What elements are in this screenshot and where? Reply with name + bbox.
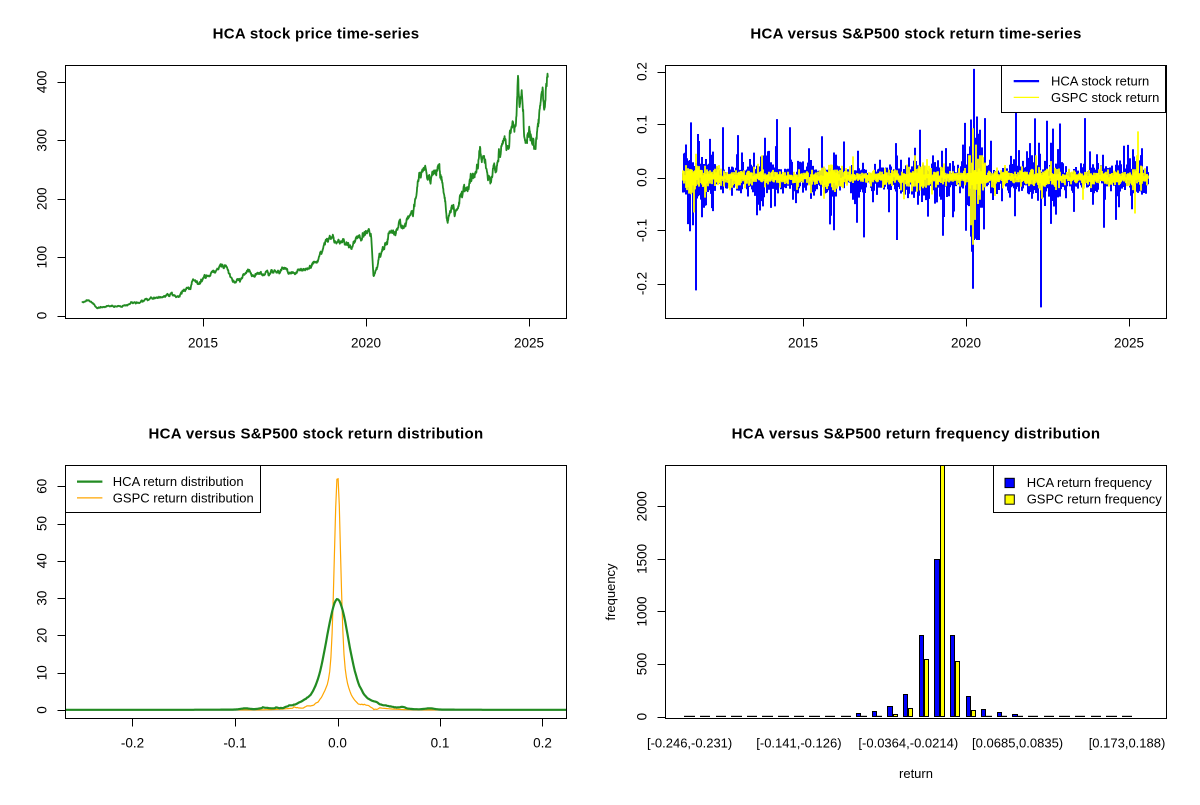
svg-text:-0.1: -0.1 [223,736,246,751]
svg-text:[0.0685,0.0835): [0.0685,0.0835) [972,736,1063,751]
svg-text:GSPC stock return: GSPC stock return [1051,90,1159,105]
svg-text:HCA stock return: HCA stock return [1051,74,1149,89]
svg-text:0.1: 0.1 [635,115,650,134]
svg-text:HCA versus S&P500 stock return: HCA versus S&P500 stock return distribut… [149,426,484,443]
svg-text:2025: 2025 [514,336,544,351]
svg-text:0.0: 0.0 [635,168,650,187]
svg-text:20: 20 [35,628,50,643]
svg-text:0.2: 0.2 [635,62,650,81]
svg-text:200: 200 [35,187,50,210]
svg-text:0: 0 [635,713,650,721]
svg-text:HCA return frequency: HCA return frequency [1027,475,1153,490]
svg-text:[0.173,0.188): [0.173,0.188) [1089,736,1166,751]
svg-text:500: 500 [635,653,650,676]
svg-text:2020: 2020 [951,336,981,351]
svg-text:HCA return distribution: HCA return distribution [113,474,244,489]
svg-text:2020: 2020 [351,336,381,351]
svg-text:frequency: frequency [603,563,618,621]
svg-text:0.1: 0.1 [431,736,450,751]
svg-text:HCA versus S&P500 return frequ: HCA versus S&P500 return frequency distr… [732,426,1101,443]
svg-text:[-0.0364,-0.0214): [-0.0364,-0.0214) [858,736,958,751]
svg-text:GSPC return frequency: GSPC return frequency [1027,492,1163,507]
svg-text:-0.2: -0.2 [635,272,650,295]
svg-text:-0.1: -0.1 [635,219,650,242]
svg-text:0: 0 [35,706,50,714]
svg-text:-0.2: -0.2 [121,736,144,751]
svg-text:HCA stock price time-series: HCA stock price time-series [213,26,420,43]
svg-text:100: 100 [35,246,50,269]
svg-text:GSPC return distribution: GSPC return distribution [113,490,254,505]
svg-text:[-0.246,-0.231): [-0.246,-0.231) [647,736,732,751]
svg-text:1500: 1500 [635,544,650,574]
svg-text:2025: 2025 [1114,336,1144,351]
svg-text:10: 10 [35,665,50,680]
svg-text:400: 400 [35,71,50,94]
svg-text:300: 300 [35,129,50,152]
svg-text:50: 50 [35,516,50,531]
svg-text:0.0: 0.0 [328,736,347,751]
svg-text:HCA versus S&P500 stock return: HCA versus S&P500 stock return time-seri… [750,26,1081,43]
svg-text:0: 0 [35,312,50,320]
svg-text:40: 40 [35,553,50,568]
svg-text:0.2: 0.2 [533,736,552,751]
svg-text:[-0.141,-0.126): [-0.141,-0.126) [756,736,841,751]
svg-text:1000: 1000 [635,596,650,626]
svg-text:2015: 2015 [788,336,818,351]
svg-text:60: 60 [35,479,50,494]
svg-text:30: 30 [35,591,50,606]
svg-text:2000: 2000 [635,491,650,521]
svg-text:2015: 2015 [188,336,218,351]
svg-text:return: return [899,766,933,781]
